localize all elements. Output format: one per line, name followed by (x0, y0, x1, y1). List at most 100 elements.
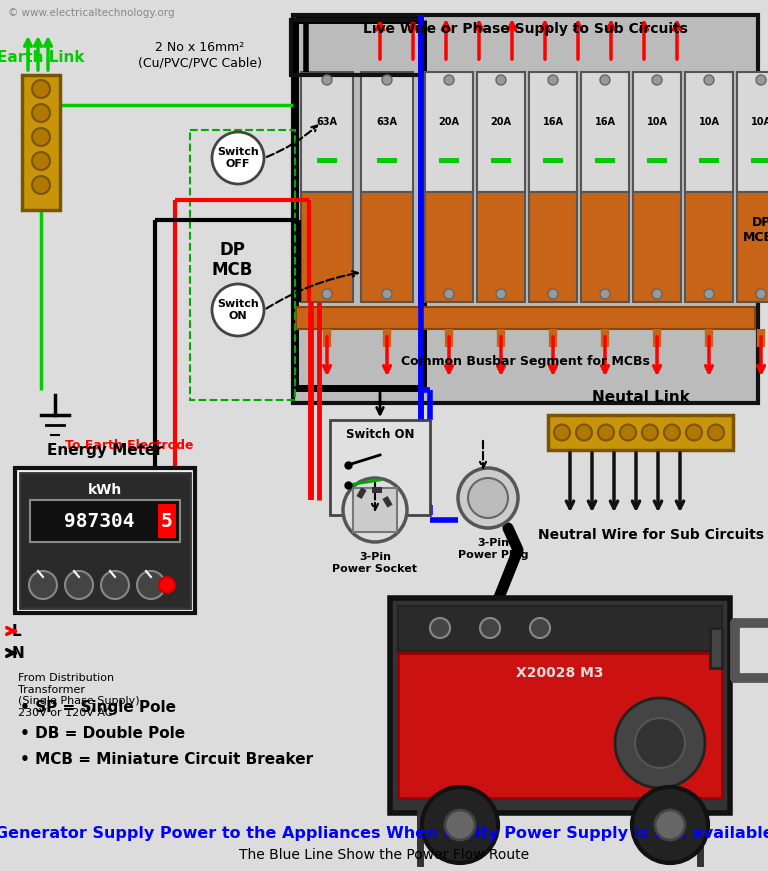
Text: 16A: 16A (542, 118, 564, 127)
Text: Neutral Wire for Sub Circuits: Neutral Wire for Sub Circuits (538, 528, 763, 542)
Bar (633, 192, 681, 302)
Bar (425, 72, 473, 192)
Bar (22, 75, 60, 210)
Circle shape (65, 571, 93, 599)
Bar (361, 72, 413, 192)
Circle shape (576, 424, 592, 441)
Text: Switch ON: Switch ON (346, 428, 414, 441)
Text: 20A: 20A (439, 118, 459, 127)
Text: 20A: 20A (491, 118, 511, 127)
Circle shape (704, 75, 714, 85)
Circle shape (32, 176, 50, 194)
Circle shape (655, 810, 685, 840)
Bar (548, 415, 733, 450)
Circle shape (137, 571, 165, 599)
Circle shape (343, 478, 407, 542)
Bar (301, 192, 353, 302)
Text: Generator Supply Power to the Appliances When Utility Power Supply is Not availa: Generator Supply Power to the Appliances… (0, 826, 768, 841)
Circle shape (756, 75, 766, 85)
Bar (477, 72, 525, 192)
Circle shape (686, 424, 702, 441)
Bar (685, 192, 733, 302)
Text: From Distribution
Transformer
(Single Phase Supply)
230V or 120V AC: From Distribution Transformer (Single Ph… (18, 673, 140, 718)
Text: 2 No x 16mm²
(Cu/PVC/PVC Cable): 2 No x 16mm² (Cu/PVC/PVC Cable) (138, 41, 262, 69)
Circle shape (496, 75, 506, 85)
Bar (20, 473, 190, 608)
Text: kWh: kWh (88, 483, 122, 497)
Bar (376, 159, 397, 163)
Text: Energy Meter: Energy Meter (47, 443, 163, 458)
Text: To Earth Electrode: To Earth Electrode (65, 438, 194, 451)
Circle shape (652, 289, 662, 299)
Circle shape (600, 75, 610, 85)
Bar (529, 192, 577, 302)
Bar (595, 159, 614, 163)
Bar (477, 192, 525, 302)
Circle shape (29, 571, 57, 599)
Text: • MCB = Miniature Circuit Breaker: • MCB = Miniature Circuit Breaker (20, 752, 313, 767)
Bar (296, 307, 755, 329)
Bar (439, 159, 458, 163)
Circle shape (444, 75, 454, 85)
Circle shape (548, 289, 558, 299)
Bar (356, 488, 366, 499)
Text: 10A: 10A (647, 118, 667, 127)
Circle shape (159, 577, 175, 593)
Circle shape (212, 284, 264, 336)
Text: N: N (12, 645, 25, 660)
Text: © www.electricaltechnology.org: © www.electricaltechnology.org (8, 8, 174, 18)
Circle shape (652, 75, 662, 85)
Circle shape (704, 289, 714, 299)
Circle shape (32, 128, 50, 146)
Circle shape (32, 104, 50, 122)
Bar (425, 192, 473, 302)
Bar (751, 159, 768, 163)
Circle shape (322, 75, 332, 85)
Circle shape (615, 698, 705, 788)
Text: Common Busbar Segment for MCBs: Common Busbar Segment for MCBs (401, 354, 650, 368)
Bar (390, 598, 730, 813)
Bar (633, 72, 681, 192)
Bar (398, 653, 722, 798)
Bar (700, 159, 719, 163)
Bar (647, 159, 667, 163)
Text: L: L (12, 624, 22, 638)
Bar (30, 500, 180, 542)
Bar (301, 72, 353, 192)
Circle shape (632, 787, 708, 863)
Text: 5: 5 (161, 511, 173, 530)
Circle shape (598, 424, 614, 441)
Circle shape (756, 289, 766, 299)
Circle shape (635, 718, 685, 768)
Circle shape (32, 152, 50, 170)
Text: • SP = Single Pole: • SP = Single Pole (20, 700, 176, 715)
Circle shape (620, 424, 636, 441)
Circle shape (548, 75, 558, 85)
Circle shape (600, 289, 610, 299)
Bar (737, 192, 768, 302)
Bar (492, 159, 511, 163)
Circle shape (708, 424, 724, 441)
Bar (710, 628, 722, 668)
Text: 987304: 987304 (64, 511, 134, 530)
Text: Live Wire or Phase Supply to Sub Circuits: Live Wire or Phase Supply to Sub Circuit… (363, 22, 688, 36)
Bar (581, 192, 629, 302)
Circle shape (445, 810, 475, 840)
Circle shape (212, 132, 264, 184)
Circle shape (468, 478, 508, 518)
Bar (398, 606, 722, 651)
Bar (361, 192, 413, 302)
Bar (158, 504, 176, 538)
Text: 3-Pin
Power Plug: 3-Pin Power Plug (458, 538, 528, 559)
Bar (291, 20, 421, 75)
Circle shape (642, 424, 658, 441)
Circle shape (101, 571, 129, 599)
Text: DP
MCB: DP MCB (211, 240, 253, 280)
Bar (293, 15, 758, 403)
Bar (529, 72, 577, 192)
Text: 10A: 10A (750, 118, 768, 127)
Circle shape (430, 618, 450, 638)
Bar (316, 159, 337, 163)
Text: 10A: 10A (699, 118, 720, 127)
Text: Earth Link: Earth Link (0, 50, 84, 65)
